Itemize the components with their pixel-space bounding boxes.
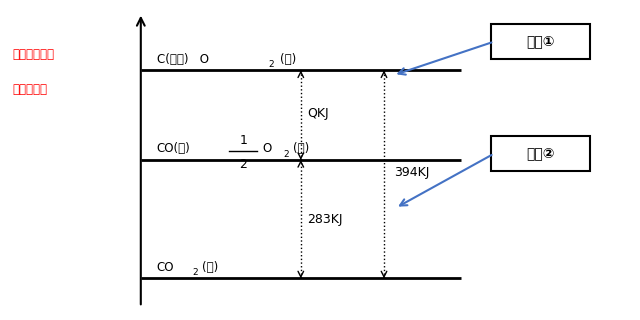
Text: C(黒鎉)   O: C(黒鎉) O [157,52,209,66]
Text: 経路②: 経路② [527,147,555,161]
FancyBboxPatch shape [492,24,590,59]
Text: (気): (気) [293,142,309,155]
Text: ポテンシャル: ポテンシャル [13,48,55,61]
Text: (気): (気) [280,52,296,66]
Text: 2: 2 [284,150,289,159]
Text: 394KJ: 394KJ [394,166,429,179]
Text: CO: CO [157,260,174,274]
FancyBboxPatch shape [492,136,590,171]
Text: エネルギー: エネルギー [13,83,48,96]
Text: QKJ: QKJ [307,107,329,120]
Text: 2: 2 [269,60,275,69]
Text: 2: 2 [192,268,198,277]
Text: O: O [262,142,271,155]
Text: 1: 1 [239,134,247,147]
Text: CO(気): CO(気) [157,142,191,155]
Text: 経路①: 経路① [527,35,555,49]
Text: (気): (気) [202,260,218,274]
Text: 2: 2 [239,158,247,171]
Text: 283KJ: 283KJ [307,213,342,226]
